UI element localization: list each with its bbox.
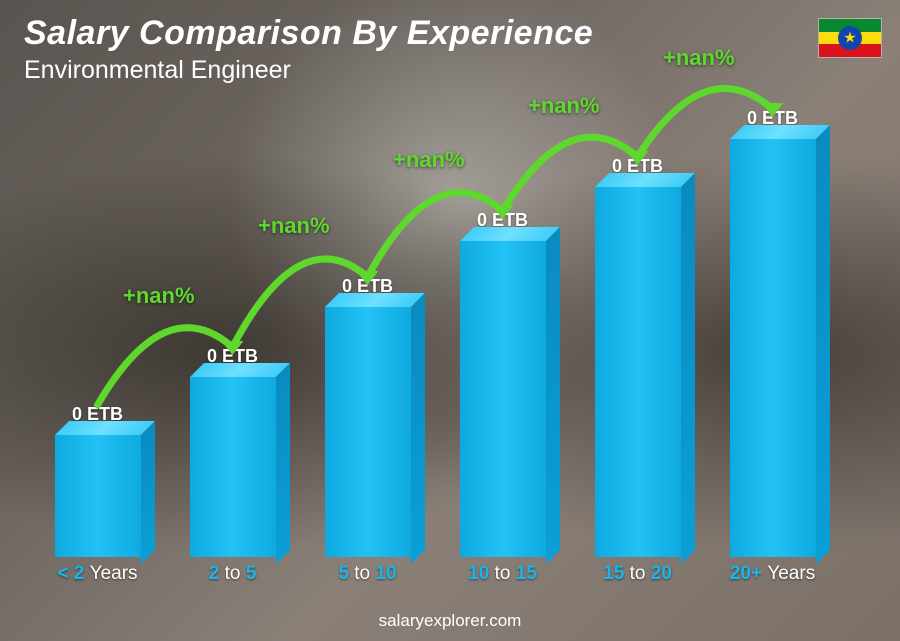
bar-4: 0 ETB xyxy=(570,156,705,557)
bar-3d xyxy=(460,241,546,557)
chart-title: Salary Comparison By Experience xyxy=(24,14,593,53)
x-label-4: 15 to 20 xyxy=(570,563,705,585)
bar-5: 0 ETB xyxy=(705,108,840,557)
x-label-5: 20+ Years xyxy=(705,563,840,585)
bar-2: 0 ETB xyxy=(300,276,435,557)
bar-3d xyxy=(325,307,411,557)
bar-3d xyxy=(595,187,681,557)
bar-3d xyxy=(730,139,816,557)
x-label-1: 2 to 5 xyxy=(165,563,300,585)
country-flag-ethiopia: ★ xyxy=(818,18,882,58)
bar-3d xyxy=(55,435,141,557)
bar-3d xyxy=(190,377,276,557)
flag-emblem-star-icon: ★ xyxy=(843,29,856,47)
footer-attribution: salaryexplorer.com xyxy=(0,611,900,631)
bars-container: 0 ETB0 ETB0 ETB0 ETB0 ETB0 ETB xyxy=(30,100,840,557)
chart-subtitle: Environmental Engineer xyxy=(24,56,291,85)
infographic-canvas: Salary Comparison By Experience Environm… xyxy=(0,0,900,641)
bar-0: 0 ETB xyxy=(30,404,165,557)
bar-1: 0 ETB xyxy=(165,346,300,557)
bar-chart: 0 ETB0 ETB0 ETB0 ETB0 ETB0 ETB +nan%+nan… xyxy=(30,100,840,585)
x-label-3: 10 to 15 xyxy=(435,563,570,585)
delta-pct-label-4: +nan% xyxy=(663,45,735,71)
x-axis-labels: < 2 Years2 to 55 to 1010 to 1515 to 2020… xyxy=(30,563,840,585)
x-label-2: 5 to 10 xyxy=(300,563,435,585)
bar-3: 0 ETB xyxy=(435,210,570,557)
x-label-0: < 2 Years xyxy=(30,563,165,585)
